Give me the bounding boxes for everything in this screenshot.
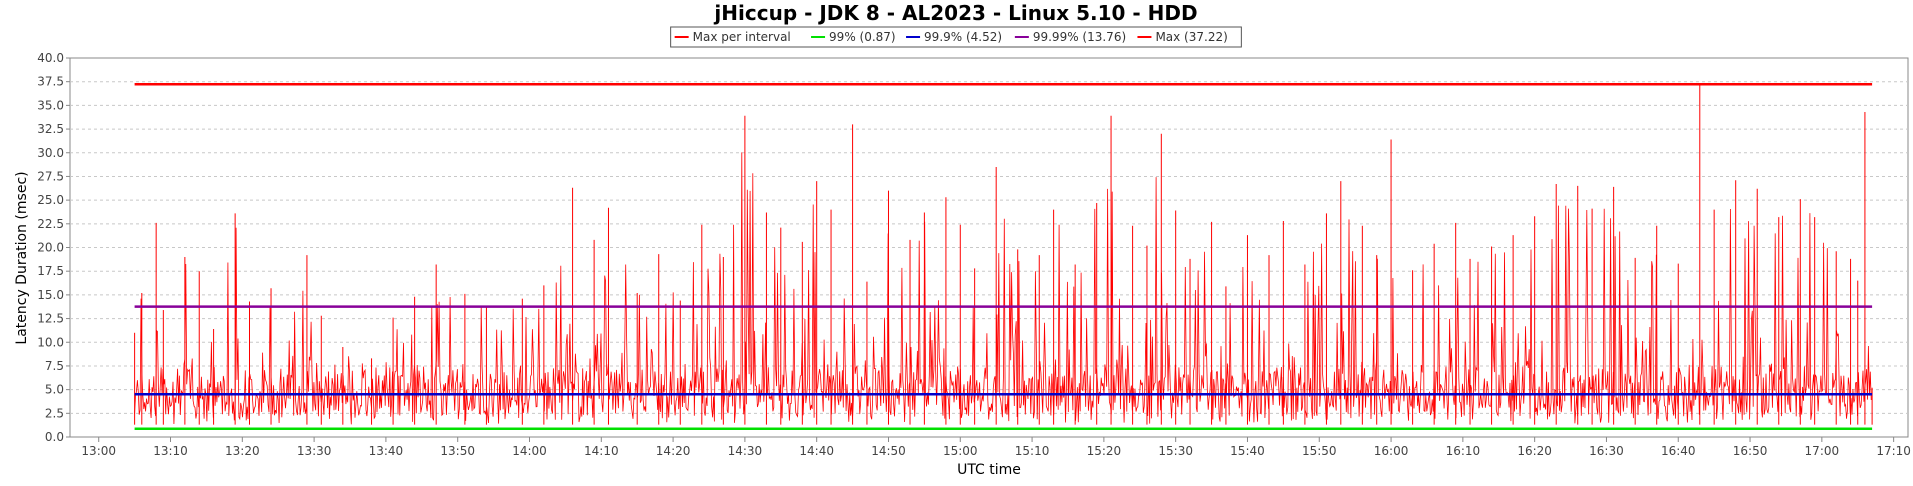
y-tick-label: 32.5 [37,122,64,136]
legend-label: Max per interval [693,30,791,44]
x-tick-label: 14:30 [728,444,763,458]
x-tick-label: 13:40 [369,444,404,458]
y-tick-label: 12.5 [37,312,64,326]
y-tick-label: 0.0 [45,430,64,444]
x-tick-label: 14:40 [799,444,834,458]
x-tick-label: 14:20 [656,444,691,458]
legend-label: Max (37.22) [1155,30,1227,44]
y-axis-label: Latency Duration (msec) [14,171,30,344]
x-tick-label: 16:40 [1661,444,1696,458]
x-tick-label: 15:50 [1302,444,1337,458]
x-axis: 13:00 13:10 13:20 13:30 13:40 13:50 14:00 14:10… [81,437,1911,458]
legend-box [670,26,1242,48]
x-tick-label: 13:20 [225,444,260,458]
x-tick-label: 13:50 [440,444,475,458]
x-tick-label: 14:10 [584,444,619,458]
legend-label: 99% (0.87) [829,30,896,44]
x-tick-label: 14:00 [512,444,547,458]
x-tick-label: 13:00 [81,444,116,458]
legend: Max per interval 99% (0.87) 99.9% (4.52) 99… [670,26,1242,48]
chart-title: jHiccup - JDK 8 - AL2023 - Linux 5.10 - … [713,1,1197,25]
y-tick-label: 2.5 [45,406,64,420]
x-tick-label: 16:10 [1446,444,1481,458]
y-tick-label: 27.5 [37,169,64,183]
x-axis-label: UTC time [957,462,1021,478]
y-tick-label: 25.0 [37,193,64,207]
legend-label: 99.9% (4.52) [924,30,1002,44]
y-tick-label: 10.0 [37,335,64,349]
y-tick-label: 20.0 [37,241,64,255]
y-tick-label: 17.5 [37,264,64,278]
x-tick-label: 16:30 [1589,444,1624,458]
y-tick-label: 37.5 [37,75,64,89]
x-tick-label: 13:10 [153,444,188,458]
series-layer [134,83,1873,431]
x-tick-label: 17:10 [1876,444,1911,458]
x-tick-label: 15:10 [1015,444,1050,458]
legend-label: 99.99% (13.76) [1033,30,1126,44]
y-axis: 0.0 2.5 5.0 7.5 10.0 12.5 15.0 17.5 20.0 22.5 25.0… [37,51,70,444]
x-tick-label: 16:50 [1733,444,1768,458]
x-tick-label: 16:00 [1374,444,1409,458]
x-tick-label: 15:40 [1230,444,1265,458]
series-max-per-interval-line [134,152,1872,425]
x-tick-label: 15:00 [943,444,978,458]
y-tick-label: 5.0 [45,383,64,397]
x-tick-label: 15:20 [1087,444,1122,458]
x-tick-label: 13:30 [297,444,332,458]
x-tick-label: 15:30 [1158,444,1193,458]
y-tick-label: 35.0 [37,98,64,112]
y-tick-label: 30.0 [37,146,64,160]
y-tick-label: 15.0 [37,288,64,302]
x-tick-label: 17:00 [1805,444,1840,458]
y-tick-label: 7.5 [45,359,64,373]
y-tick-label: 40.0 [37,51,64,65]
x-tick-label: 14:50 [871,444,906,458]
y-tick-label: 22.5 [37,217,64,231]
x-tick-label: 16:20 [1517,444,1552,458]
